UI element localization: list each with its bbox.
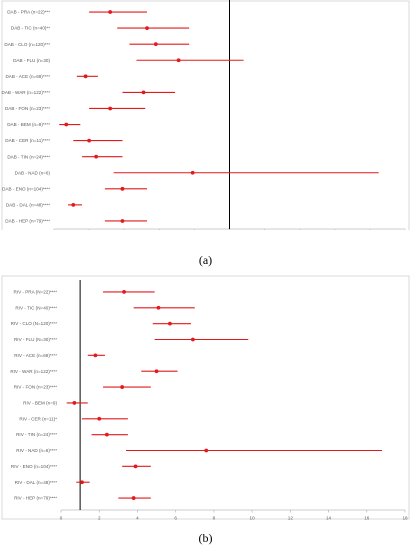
row-label: RIV - WAR (n=122)**** [10, 369, 57, 374]
point-estimate [80, 480, 84, 485]
point-estimate [120, 385, 125, 389]
row-label: DAB - ENO (n=104)**** [2, 186, 50, 191]
row-label: DAB - DAL (n=48)**** [6, 202, 50, 207]
x-tick-label: 10 [250, 516, 256, 521]
forest-plot-a-svg: 00.20.40.60.811.21.41.61.82DAB - PRA (n=… [1, 0, 410, 230]
point-estimate [94, 154, 99, 159]
forest-plot-a: 00.20.40.60.811.21.41.61.82DAB - PRA (n=… [0, 0, 411, 230]
x-tick-label: 14 [326, 516, 332, 521]
row-label: RIV - NAD (n=6)**** [16, 448, 57, 453]
x-tick-label: 0 [60, 516, 63, 521]
point-estimate [156, 305, 161, 310]
point-estimate [145, 26, 149, 31]
row-label: RIV - CLO (N=120)**** [11, 321, 58, 326]
forest-plot-b: 0 2 4 6 8 10 12 14 16 18 RIV - PRA (N=22)**** RIV -… [0, 275, 411, 520]
row-label: DAB - TIC (n=40)** [11, 26, 50, 31]
point-estimate [87, 138, 91, 143]
row-label: RIV - ACE (n=69)**** [14, 353, 57, 358]
row-label: RIV - FON (n=23)**** [14, 385, 57, 390]
point-estimate [97, 416, 102, 421]
x-tick-label: 12 [288, 516, 294, 521]
point-estimate [108, 106, 113, 111]
point-estimate [71, 202, 76, 207]
x-tick-label: 6 [174, 516, 177, 521]
row-label: RIV - HEP (n=79)**** [14, 496, 57, 501]
forest-plot-b-svg: 0 2 4 6 8 10 12 14 16 18 RIV - PRA (N=22)**** RIV -… [1, 275, 410, 521]
point-estimate [133, 464, 138, 469]
row-label: DAB - WAR (n=122)**** [2, 90, 51, 95]
row-label: DAB - PRA (n=22)*** [7, 10, 50, 15]
x-tick-label: 16 [364, 516, 370, 521]
point-estimate [204, 448, 209, 453]
x-tick-label: 18 [402, 516, 408, 521]
point-estimate [153, 42, 158, 47]
point-estimate [176, 58, 181, 63]
row-label: RIV - BEM (n=9) [23, 401, 57, 406]
row-label: DAB - FON (n=23)**** [5, 106, 50, 111]
row-label: RIV - DAL (n=48)**** [15, 480, 58, 485]
chart-frame [1, 0, 410, 230]
row-label: RIV - TIN (n=24)**** [16, 432, 57, 437]
point-estimate [131, 496, 136, 500]
point-estimate [190, 170, 195, 175]
x-tick-label: 2 [98, 516, 101, 521]
point-estimate [122, 290, 126, 294]
row-label: RIV - FLU (N=30)**** [14, 337, 57, 342]
point-estimate [154, 369, 159, 374]
point-estimate [141, 90, 146, 95]
point-estimate [120, 219, 125, 223]
row-label: DAB - HEP (n=79)**** [5, 219, 50, 224]
x-tick-label: 8 [213, 516, 216, 521]
point-estimate [104, 432, 109, 437]
point-estimate [168, 321, 172, 326]
point-estimate [108, 10, 113, 14]
row-label: DAB - TIN (n=24)**** [7, 154, 50, 159]
row-label: RIV - PRA (N=22)**** [13, 290, 57, 295]
row-label: RIV - ENO (n=104)**** [11, 464, 57, 469]
row-label: RIV - TIC (N=40)**** [15, 305, 57, 310]
row-label: DAB - NAD (n=6) [15, 170, 51, 175]
row-label: RIV - CER (n=11)* [19, 416, 57, 421]
row-label: DAB - ACE (n=69)**** [5, 74, 50, 79]
point-estimate [120, 186, 125, 191]
x-tick-label: 4 [136, 516, 139, 521]
row-label: DAB - CLO (n=120)*** [4, 42, 50, 47]
point-estimate [190, 337, 195, 342]
panel-caption-a: (a) [198, 253, 213, 267]
row-label: DAB - FLU (n=30) [13, 58, 50, 63]
point-estimate [83, 74, 88, 79]
point-estimate [72, 401, 77, 405]
row-label: DAB - BEM (n=9)**** [7, 122, 50, 127]
panel-caption-b: (b) [198, 531, 213, 545]
point-estimate [64, 122, 69, 127]
chart-frame [1, 275, 410, 520]
row-label: DAB - CER (n=11)**** [5, 138, 50, 143]
point-estimate [93, 353, 98, 358]
